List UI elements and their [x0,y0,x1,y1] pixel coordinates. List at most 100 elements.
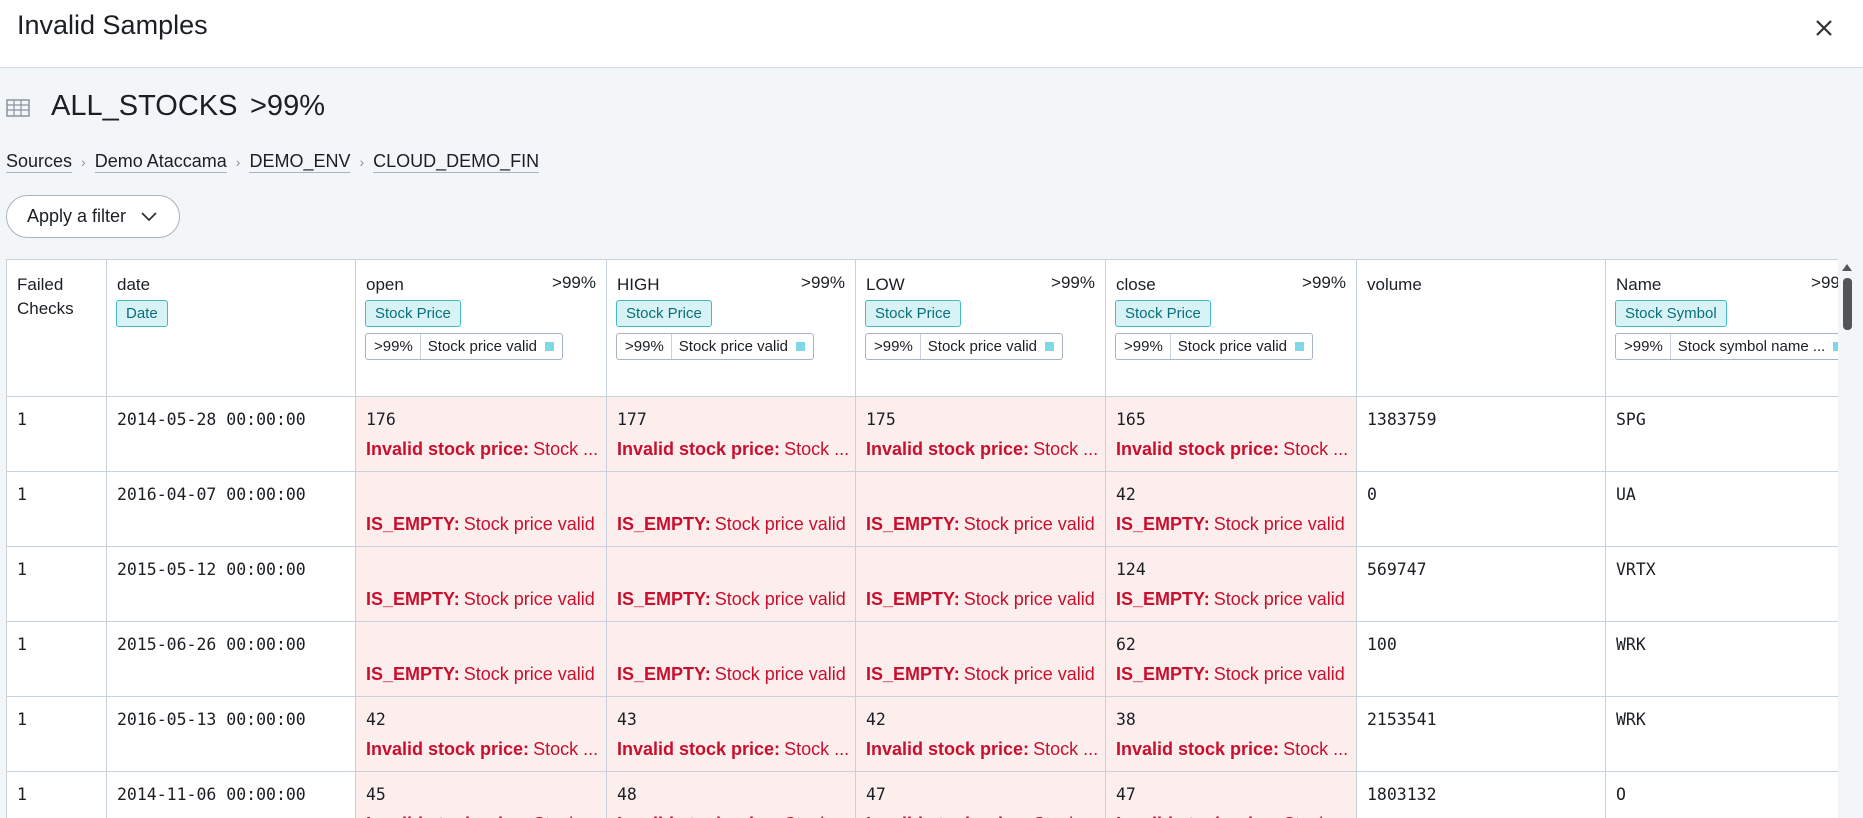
error-message: Stock ... [1283,814,1348,818]
error-type: IS_EMPTY: [366,514,460,534]
cell-value: 48 [617,785,637,804]
close-button[interactable] [1810,14,1838,42]
error-type: Invalid stock price: [366,814,529,818]
error-type: Invalid stock price: [866,439,1030,459]
error-type: IS_EMPTY: [866,589,960,609]
breadcrumb-link[interactable]: Demo Ataccama [94,151,227,173]
error-message: Stock price valid [714,589,846,609]
breadcrumb-link[interactable]: DEMO_ENV [249,151,351,173]
table-cell: 165 Invalid stock price: Stock ... [1106,397,1357,472]
cell-error: IS_EMPTY: Stock price valid [366,589,595,610]
table-cell: 1 [7,472,107,547]
table-cell: 2015-06-26 00:00:00 [107,622,356,697]
cell-value: 1803132 [1367,785,1437,804]
column-name: date [117,275,151,294]
error-type: IS_EMPTY: [866,664,960,684]
cell-error: Invalid stock price:Stock ... [366,739,598,760]
rule-icon [796,342,806,351]
cell-value: 177 [617,410,647,429]
cell-error: IS_EMPTY: Stock price valid [866,589,1095,610]
cell-value: 1 [17,485,27,504]
table-cell: IS_EMPTY: Stock price valid [607,622,856,697]
error-type: Invalid stock price: [866,739,1030,759]
cell-value: 1383759 [1367,410,1437,429]
column-score: >99% [552,273,596,292]
cell-value: 176 [366,410,396,429]
cell-error: Invalid stock price:Stock ... [1116,814,1348,818]
error-type: IS_EMPTY: [1116,664,1210,684]
cell-value: 1 [17,785,27,804]
table-cell: WRK [1606,697,1838,772]
table-cell: 2153541 [1357,697,1606,772]
error-type: IS_EMPTY: [1116,589,1210,609]
cell-error: Invalid stock price:Stock ... [366,439,598,460]
cell-value: 47 [1116,785,1136,804]
table-cell: IS_EMPTY: Stock price valid [607,472,856,547]
error-message: Stock price valid [1213,589,1345,609]
cell-error: IS_EMPTY: Stock price valid [617,664,846,685]
cell-value: UA [1616,485,1636,504]
cell-error: Invalid stock price:Stock ... [866,739,1098,760]
cell-value: 2015-06-26 00:00:00 [117,635,306,654]
error-type: Invalid stock price: [366,739,530,759]
cell-error: Invalid stock price:Stock ... [617,814,849,818]
error-message: Stock ... [784,739,850,759]
breadcrumb-separator: › [359,154,365,170]
modal-title: Invalid Samples [17,10,208,40]
breadcrumb-link[interactable]: CLOUD_DEMO_FIN [373,151,540,173]
table-cell: 176 Invalid stock price: Stock ... [356,397,607,472]
cell-value: 1 [17,560,27,579]
error-type: Invalid stock price: [866,814,1029,818]
table-cell: 177 Invalid stock price: Stock ... [607,397,856,472]
table-icon [6,99,30,117]
rule-icon [1045,342,1055,351]
rule-name: Stock price valid [1177,338,1288,355]
table-cell: WRK [1606,622,1838,697]
cell-value: 47 [866,785,886,804]
table-cell: 42 Invalid stock price: Stock ... [356,697,607,772]
error-type: IS_EMPTY: [866,514,960,534]
column-name: close [1116,275,1156,294]
cell-value: 38 [1116,710,1136,729]
cell-value: 124 [1116,560,1146,579]
error-type: IS_EMPTY: [617,589,711,609]
cell-error: Invalid stock price: Stock ... [366,814,598,818]
table-cell: IS_EMPTY: Stock price valid [856,472,1106,547]
cell-error: IS_EMPTY: Stock price valid [617,514,846,535]
cell-value: 42 [866,710,886,729]
rule-name: Stock price valid [927,338,1038,355]
table-cell: 0 [1357,472,1606,547]
cell-value: 1 [17,635,27,654]
header-cell: close >99% Stock Price >99% Stock price vali… [1106,260,1357,397]
breadcrumb-link[interactable]: Sources [6,151,73,173]
table-cell: IS_EMPTY: Stock price valid [607,547,856,622]
rule-tag: >99% Stock price valid [616,333,815,360]
table-cell: 2014-05-28 00:00:00 [107,397,356,472]
dataset-name: ALL_STOCKS [51,90,238,122]
column-score: >99% [1811,273,1838,292]
error-type: Invalid stock price: [366,439,530,459]
table-cell: 1 [7,697,107,772]
table-cell: 569747 [1357,547,1606,622]
rule-tag: >99% Stock price valid [1115,333,1314,360]
error-type: Invalid stock price: [1116,439,1280,459]
error-message: Stock price valid [963,589,1095,609]
rule-score: >99% [1124,334,1171,359]
error-message: Stock ... [533,814,598,818]
filter-button[interactable]: Apply a filter [6,195,180,238]
header-cell: date Date [107,260,356,397]
error-message: Stock price valid [714,514,846,534]
table-cell: SPG [1606,397,1838,472]
cell-value: 62 [1116,635,1136,654]
table-cell: 42 IS_EMPTY: Stock price valid [1106,472,1357,547]
cell-error: Invalid stock price:Stock ... [866,439,1098,460]
error-type: IS_EMPTY: [366,664,460,684]
cell-error: IS_EMPTY: Stock price valid [1116,589,1345,610]
error-message: Stock ... [1033,814,1098,818]
error-message: Stock ... [1033,739,1099,759]
scrollbar[interactable] [1840,262,1854,818]
cell-value: 165 [1116,410,1146,429]
error-type: IS_EMPTY: [1116,514,1210,534]
rule-name: Stock price valid [678,338,789,355]
table-cell: 1803132 [1357,772,1606,818]
